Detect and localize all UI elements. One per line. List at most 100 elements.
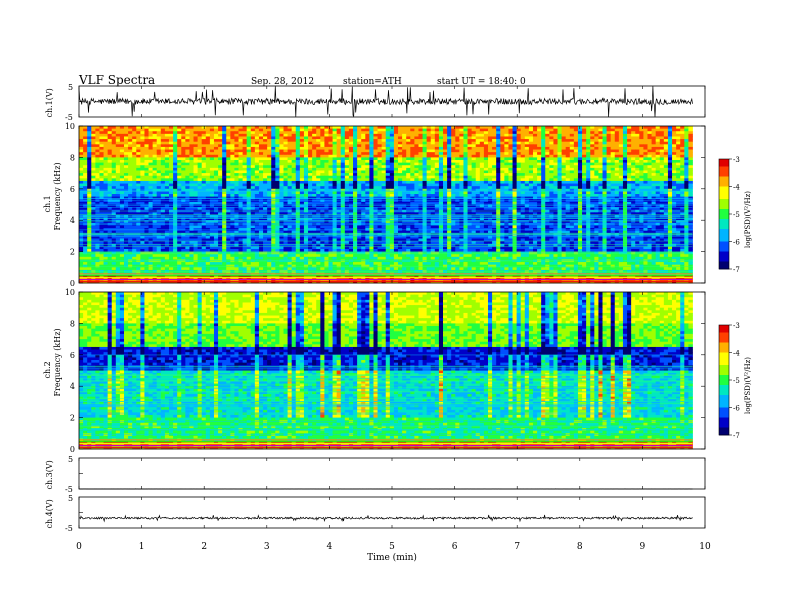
ch1-spec-cell xyxy=(132,184,136,187)
ch1-spec-cell xyxy=(153,165,157,168)
ch1-spec-cell xyxy=(324,168,328,171)
ch1-spec-cell xyxy=(263,139,267,142)
ch1-spec-cell xyxy=(639,163,643,166)
ch1-spec-cell xyxy=(684,194,688,197)
ch1-spec-cell xyxy=(402,181,406,184)
ch1-spec-cell xyxy=(99,139,103,142)
ch1-spec-cell xyxy=(472,176,476,179)
ch1-spec-cell xyxy=(320,131,324,134)
ch1-spec-cell xyxy=(247,170,251,173)
ch1-spec-cell xyxy=(369,129,373,132)
ch1-spec-cell xyxy=(378,126,382,129)
ch1-spec-cell xyxy=(521,178,525,181)
ch1-spec-cell xyxy=(496,181,500,184)
ch1-spec-cell xyxy=(508,178,512,181)
ch1-spec-cell xyxy=(320,144,324,147)
ch1-spec-cell xyxy=(410,160,414,163)
ch1-spec-cell xyxy=(472,191,476,194)
ch1-spec-cell xyxy=(185,129,189,132)
ch1-spec-cell xyxy=(513,202,517,205)
ch1-spec-cell xyxy=(660,126,664,129)
ch1-spec-cell xyxy=(255,144,259,147)
ch1-spec-cell xyxy=(635,163,639,166)
ch1-spec-cell xyxy=(112,134,116,137)
ch1-spec-cell xyxy=(423,129,427,132)
ch1-spec-cell xyxy=(672,191,676,194)
ch1-spec-cell xyxy=(684,181,688,184)
ch1-spec-cell xyxy=(304,165,308,168)
ch1-spec-cell xyxy=(165,184,169,187)
ch1-spec-cell xyxy=(476,142,480,145)
ch1-spec-cell xyxy=(582,186,586,189)
ch1-spec-cell xyxy=(484,152,488,155)
ch1-spec-cell xyxy=(304,191,308,194)
ch1-spec-cell xyxy=(120,129,124,132)
ch1-spec-cell xyxy=(165,139,169,142)
ch1-spec-cell xyxy=(423,139,427,142)
ch1-spec-cell xyxy=(169,142,173,145)
ch1-spec-cell xyxy=(472,134,476,137)
ch1-spec-cell xyxy=(468,170,472,173)
ch1-spec-cell xyxy=(451,194,455,197)
ch1-spec-cell xyxy=(525,170,529,173)
ch1-spec-cell xyxy=(472,181,476,184)
ch1-spec-cell xyxy=(414,142,418,145)
ch1-spec-cell xyxy=(647,170,651,173)
ch1-spec-cell xyxy=(562,165,566,168)
ch1-spec-cell xyxy=(320,194,324,197)
ch1-spec-cell xyxy=(255,150,259,153)
ch1-spec-cell xyxy=(259,168,263,171)
ch1-spec-cell xyxy=(198,126,202,129)
ch1-spec-cell xyxy=(447,170,451,173)
ch1-spec-cell xyxy=(234,178,238,181)
ch1-spec-cell xyxy=(304,202,308,205)
ch1-spec-cell xyxy=(255,134,259,137)
ch1-spec-cell xyxy=(239,147,243,150)
ch1-spec-cell xyxy=(263,163,267,166)
ch1-spec-cell xyxy=(218,173,222,176)
ch1-spec-cell xyxy=(312,186,316,189)
ch1-spec-cell xyxy=(349,170,353,173)
ch1-spec-cell xyxy=(373,157,377,160)
ch1-spec-cell xyxy=(643,165,647,168)
ch1-spec-cell xyxy=(517,168,521,171)
ch1-spec-cell xyxy=(529,202,533,205)
ch1-spec-cell xyxy=(410,165,414,168)
ch1-spec-cell xyxy=(639,186,643,189)
ch1-spec-cell xyxy=(161,155,165,158)
ch1-spec-cell xyxy=(647,150,651,153)
ch1-spec-cell xyxy=(443,184,447,187)
ch1-spec-cell xyxy=(517,176,521,179)
ch1-spec-cell xyxy=(153,181,157,184)
ch1-spec-cell xyxy=(603,136,607,139)
ch1-spec-cell xyxy=(169,136,173,139)
ch1-spec-cell xyxy=(488,131,492,134)
ch1-spec-cell xyxy=(283,191,287,194)
ch1-spec-cell xyxy=(136,131,140,134)
ch1-spec-cell xyxy=(128,126,132,129)
ch1-spec-cell xyxy=(185,168,189,171)
ch1-spec-cell xyxy=(259,181,263,184)
ch1-spec-cell xyxy=(680,126,684,129)
ch1-spec-cell xyxy=(161,184,165,187)
ch1-spec-cell xyxy=(296,150,300,153)
ch1-spec-cell xyxy=(549,205,553,208)
ch1-spec-cell xyxy=(333,163,337,166)
ch1-spec-cell xyxy=(480,157,484,160)
ch1-spec-cell xyxy=(259,176,263,179)
ch1-spec-cell xyxy=(451,139,455,142)
ch1-spec-cell xyxy=(582,160,586,163)
ch1-spec-cell xyxy=(549,134,553,137)
ch1-spec-cell xyxy=(79,181,83,184)
ch1-spec-cell xyxy=(476,176,480,179)
ch1-spec-cell xyxy=(300,150,304,153)
ch1-spec-cell xyxy=(283,160,287,163)
ch1-spec-cell xyxy=(251,134,255,137)
ch1-spec-cell xyxy=(578,178,582,181)
ch1-spec-cell xyxy=(451,205,455,208)
ch1-spec-cell xyxy=(398,178,402,181)
ch1-spec-cell xyxy=(586,186,590,189)
ch1-spec-cell xyxy=(353,165,357,168)
ch1-spec-cell xyxy=(578,126,582,129)
ch1-spec-cell xyxy=(345,152,349,155)
